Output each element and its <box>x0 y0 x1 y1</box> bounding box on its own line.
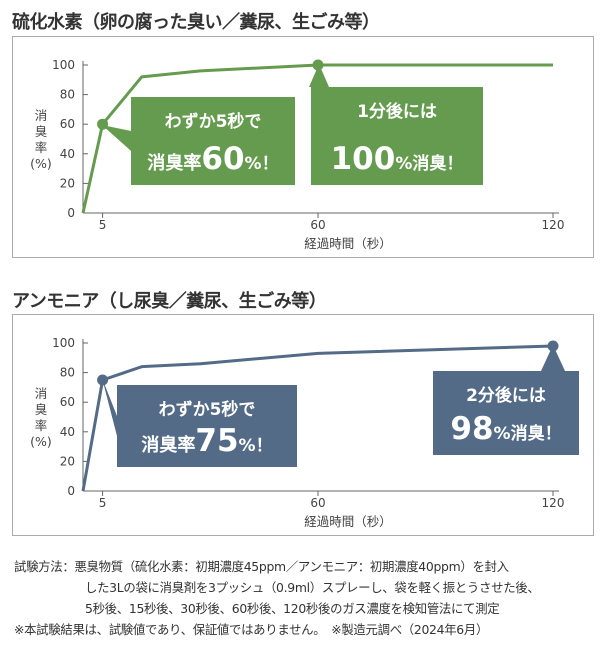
callout-big-number: 75 <box>195 423 238 459</box>
y-tick-label: 20 <box>60 454 75 468</box>
callout-prefix: 消臭率 <box>141 434 195 456</box>
callout-big-number: 98 <box>450 411 493 447</box>
data-point-marker <box>97 374 109 386</box>
data-point-marker <box>312 59 324 71</box>
footnote-line: ※本試験結果は、試験値であり、保証値ではありません。 ※製造元調べ（2024年6… <box>14 622 489 637</box>
x-tick-label: 120 <box>542 496 565 510</box>
callout-text: 2分後には 98%消臭！ <box>450 385 561 447</box>
callout-line2: 消臭率60%！ <box>147 141 278 177</box>
footnote: 試験方法：悪臭物質（硫化水素：初期濃度45ppm／アンモニア：初期濃度40ppm… <box>14 556 598 640</box>
footnote-line: した3Lの袋に消臭剤を3プッシュ（0.9ml）スプレーし、袋を軽く振とうさせた後… <box>85 580 540 595</box>
callout-text: 1分後には 100%消臭！ <box>331 101 464 177</box>
chart-h2s-title: 硫化水素（卵の腐った臭い／糞尿、生ごみ等） <box>12 12 380 33</box>
y-tick-label: 40 <box>60 147 75 161</box>
y-tick-label: 40 <box>60 425 75 439</box>
y-tick-label: 100 <box>52 58 75 72</box>
chart-nh3-title: アンモニア（し尿臭／糞尿、生ごみ等） <box>12 291 327 312</box>
x-tick-label: 5 <box>99 496 107 510</box>
callout-box <box>102 97 295 185</box>
callout-line1: わずか5秒で <box>165 111 262 132</box>
series-line <box>81 63 553 214</box>
callout-box <box>102 378 297 467</box>
callout-line1: わずか5秒で <box>159 399 256 420</box>
callout-suffix: %！ <box>245 154 279 174</box>
x-tick-label: 60 <box>310 496 325 510</box>
x-axis-label: 経過時間（秒） <box>304 236 392 251</box>
callout-suffix: %消臭！ <box>494 423 562 444</box>
callout-line1: 2分後には <box>466 385 546 406</box>
callout-big-number: 100 <box>331 141 396 177</box>
callout-suffix: %消臭！ <box>395 153 463 174</box>
chart-h2s-box: 0 20 40 60 80 100 5 60 120 経過時間（秒）消臭率 (%) わずか5秒で 消臭率… <box>12 36 594 258</box>
data-point-marker <box>547 340 559 352</box>
y-tick-label: 0 <box>67 484 75 498</box>
y-tick-label: 100 <box>52 336 75 350</box>
y-tick-label: 20 <box>60 176 75 190</box>
callout-box <box>433 345 579 455</box>
x-axis-label: 経過時間（秒） <box>304 514 392 529</box>
y-axis-label-char: 消 <box>35 386 48 401</box>
callout-line1: 1分後には <box>357 101 437 122</box>
callout-suffix: %！ <box>239 436 273 456</box>
y-axis-label-char: 消 <box>35 108 48 123</box>
chart-nh3-box: 0 20 40 60 80 100 5 60 120 経過時間（秒）消臭率 (%) わずか5秒で 消臭率… <box>12 314 594 536</box>
x-tick-label: 120 <box>542 218 565 232</box>
callout-box <box>309 64 483 185</box>
x-tick-label: 60 <box>310 218 325 232</box>
callout-big-number: 60 <box>201 141 244 177</box>
x-tick-label: 5 <box>99 218 107 232</box>
y-tick-label: 60 <box>60 117 75 131</box>
y-tick-label: 0 <box>67 206 75 220</box>
footnote-line: 試験方法：悪臭物質（硫化水素：初期濃度45ppm／アンモニア：初期濃度40ppm… <box>14 559 509 574</box>
callout-line2: 消臭率75%！ <box>141 423 272 459</box>
y-axis-label-char: 率 <box>35 418 48 433</box>
callout-prefix: 消臭率 <box>147 152 201 174</box>
callout-line2: 98%消臭！ <box>450 411 561 447</box>
y-axis-label-char: 臭 <box>35 124 48 139</box>
y-axis-label-char: 臭 <box>35 402 48 417</box>
y-tick-label: 60 <box>60 395 75 409</box>
data-point-marker <box>97 118 109 130</box>
y-axis-label-char: 率 <box>35 140 48 155</box>
footnote-line: 5秒後、15秒後、30秒後、60秒後、120秒後のガス濃度を検知管法にて測定 <box>85 601 500 616</box>
series-line <box>81 344 554 492</box>
y-tick-label: 80 <box>60 366 75 380</box>
callout-line2: 100%消臭！ <box>331 141 464 177</box>
y-axis-label-char: (%) <box>30 156 52 171</box>
y-axis-label-char: (%) <box>30 434 52 449</box>
y-tick-label: 80 <box>60 88 75 102</box>
